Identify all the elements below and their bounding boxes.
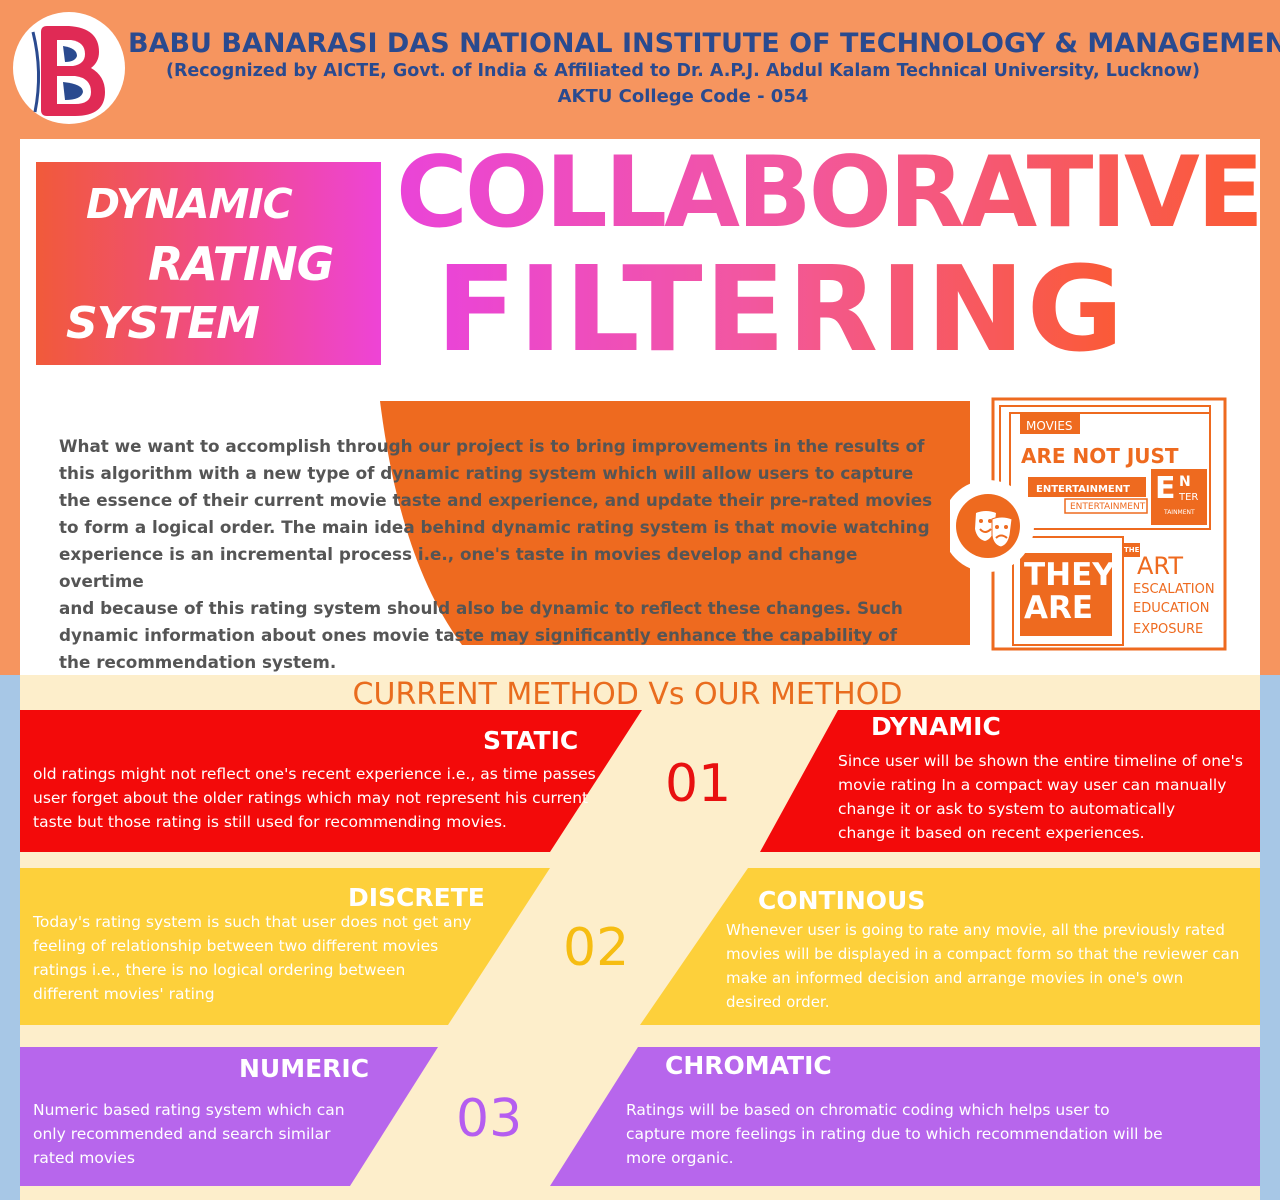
institute-name: BABU BANARASI DAS NATIONAL INSTITUTE OF … [128, 28, 1280, 59]
row-3-bands [20, 1047, 1260, 1186]
row-3-our-label: CHROMATIC [665, 1051, 832, 1080]
row-2-our-label: CONTINOUS [758, 886, 926, 915]
entertainment-label-1: ENTERTAINMENT [1036, 484, 1130, 495]
institute-logo [13, 12, 125, 124]
intro-paragraph: What we want to accomplish through our p… [59, 436, 933, 672]
subtitle-word-dynamic: DYNAMIC [86, 180, 293, 228]
movies-tag: MOVIES [1026, 419, 1073, 433]
title-collaborative: COLLABORATIVE [396, 136, 1264, 250]
escalation-text: ESCALATION [1133, 582, 1215, 597]
college-code: AKTU College Code - 054 [557, 86, 809, 107]
entertainment-label-2: ENTERTAINMENT [1070, 502, 1146, 512]
title-filtering: FILTERING [436, 240, 1126, 378]
row-2-number: 02 [563, 918, 630, 978]
ter-text: TER [1179, 492, 1199, 503]
row-1-number: 01 [665, 754, 732, 814]
row-3-current-desc: Numeric based rating system which can on… [33, 1101, 345, 1167]
bbd-logo-icon [31, 26, 105, 116]
institute-recognition: (Recognized by AICTE, Govt. of India & A… [165, 61, 1201, 81]
row-3-our-desc: Ratings will be based on chromatic codin… [626, 1101, 1163, 1167]
education-text: EDUCATION [1133, 601, 1210, 616]
art-text: ART [1137, 552, 1184, 580]
row-3-number: 03 [456, 1089, 523, 1149]
theater-masks-icon [975, 511, 1013, 548]
intro-orange-backdrop [380, 401, 970, 645]
subtitle-word-rating: RATING [148, 237, 334, 291]
row-3-current-label: NUMERIC [239, 1054, 370, 1083]
row-1-our-label: DYNAMIC [871, 712, 1001, 741]
are-not-just-text: ARE NOT JUST [1021, 444, 1179, 468]
subtitle-word-system: SYSTEM [66, 298, 260, 349]
they-text: THEY [1024, 557, 1115, 593]
row-1-our-desc: Since user will be shown the entire time… [838, 752, 1243, 842]
row-2-current-desc: Today's rating system is such that user … [33, 913, 472, 1003]
are-text: ARE [1024, 590, 1094, 626]
the-text: THE [1124, 546, 1140, 554]
exposure-text: EXPOSURE [1133, 622, 1204, 637]
en-letter-e: E [1155, 471, 1176, 506]
row-2-current-label: DISCRETE [348, 883, 485, 912]
row-2-bands [20, 868, 1260, 1025]
row-1-current-label: STATIC [483, 726, 579, 755]
row-2-our-desc: Whenever user is going to rate any movie… [726, 921, 1240, 1011]
tainment-text: TAINMENT [1164, 509, 1195, 516]
dynamic-rating-system-box [36, 162, 381, 365]
comparison-title: CURRENT METHOD Vs OUR METHOD [352, 677, 903, 712]
row-1-current-desc: old ratings might not reflect one's rece… [33, 765, 596, 831]
row-1-bands [20, 710, 1260, 852]
en-letter-n: N [1179, 474, 1191, 490]
